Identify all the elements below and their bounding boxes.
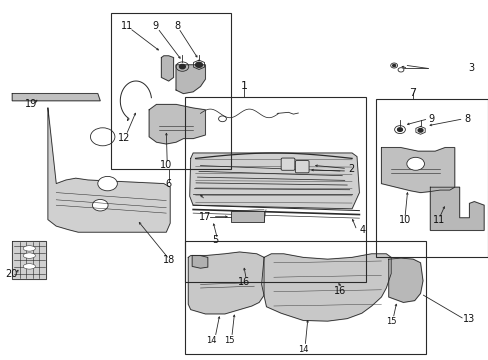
Text: 7: 7 xyxy=(408,88,415,98)
Polygon shape xyxy=(388,258,422,302)
Text: 10: 10 xyxy=(398,215,410,225)
Text: 2: 2 xyxy=(347,164,353,174)
Text: 13: 13 xyxy=(462,314,475,324)
FancyBboxPatch shape xyxy=(295,161,308,173)
Circle shape xyxy=(392,64,395,67)
Circle shape xyxy=(92,199,108,211)
Circle shape xyxy=(417,129,422,132)
Polygon shape xyxy=(161,56,173,81)
Text: 15: 15 xyxy=(224,336,235,346)
Text: 8: 8 xyxy=(463,114,469,124)
Text: 16: 16 xyxy=(333,285,346,296)
Polygon shape xyxy=(429,187,483,230)
FancyBboxPatch shape xyxy=(281,158,294,170)
Text: 1: 1 xyxy=(241,81,247,91)
Circle shape xyxy=(195,62,202,67)
Text: 12: 12 xyxy=(117,132,130,143)
Text: 5: 5 xyxy=(212,235,218,246)
Text: 20: 20 xyxy=(5,269,18,279)
Text: 18: 18 xyxy=(162,255,175,265)
Circle shape xyxy=(397,128,402,131)
Text: 6: 6 xyxy=(165,179,171,189)
Polygon shape xyxy=(48,108,170,232)
Polygon shape xyxy=(188,252,264,314)
Bar xyxy=(111,13,230,169)
Polygon shape xyxy=(261,254,390,321)
Ellipse shape xyxy=(23,246,35,251)
Text: 15: 15 xyxy=(385,317,396,325)
Bar xyxy=(184,97,365,282)
Text: 9: 9 xyxy=(427,114,433,124)
Bar xyxy=(375,99,487,257)
Ellipse shape xyxy=(23,264,35,269)
Circle shape xyxy=(179,64,185,69)
Polygon shape xyxy=(189,153,359,209)
Polygon shape xyxy=(192,256,207,268)
Polygon shape xyxy=(12,94,100,101)
Text: 14: 14 xyxy=(205,336,216,346)
Ellipse shape xyxy=(23,253,35,258)
Text: 8: 8 xyxy=(174,21,180,31)
Circle shape xyxy=(406,157,424,170)
Polygon shape xyxy=(149,104,205,144)
Circle shape xyxy=(90,128,115,146)
Text: 14: 14 xyxy=(297,346,308,354)
Bar xyxy=(184,241,426,354)
Text: 17: 17 xyxy=(199,212,211,222)
Circle shape xyxy=(98,176,117,191)
Text: 3: 3 xyxy=(467,63,473,73)
Text: 4: 4 xyxy=(359,225,365,235)
Text: 11: 11 xyxy=(431,215,444,225)
Text: 16: 16 xyxy=(238,276,250,287)
Polygon shape xyxy=(176,65,205,94)
Text: 10: 10 xyxy=(160,160,172,170)
Polygon shape xyxy=(381,148,454,193)
Text: 19: 19 xyxy=(25,99,38,109)
Polygon shape xyxy=(12,241,46,279)
Bar xyxy=(230,211,264,222)
Text: 11: 11 xyxy=(121,21,133,31)
Text: 9: 9 xyxy=(152,21,158,31)
